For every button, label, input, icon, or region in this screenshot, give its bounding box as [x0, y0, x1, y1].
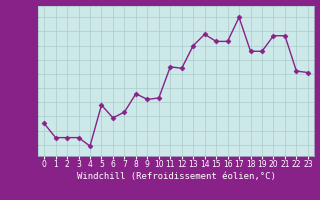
X-axis label: Windchill (Refroidissement éolien,°C): Windchill (Refroidissement éolien,°C): [76, 172, 276, 181]
